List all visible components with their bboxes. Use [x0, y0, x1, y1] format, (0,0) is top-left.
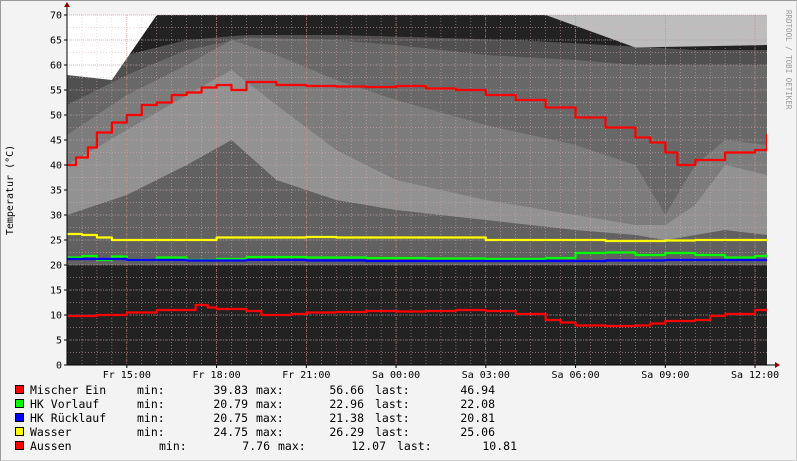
- legend-label: HK Vorlauf: [30, 397, 100, 411]
- y-tick-label: 40: [50, 161, 62, 172]
- legend-max-value: 22.96: [329, 397, 364, 411]
- y-tick-label: 15: [50, 286, 62, 297]
- shade-band-top-left: [67, 15, 157, 80]
- y-tick-label: 10: [50, 311, 62, 322]
- legend-swatch: [15, 385, 24, 394]
- series-line-hk-r-cklauf: [67, 257, 767, 263]
- y-tick-label: 45: [50, 136, 62, 147]
- y-tick-label: 25: [50, 236, 62, 247]
- y-axis-label: Temperatur (°C): [5, 145, 16, 235]
- legend-max-label: max:: [256, 425, 284, 439]
- legend-last-value: 25.06: [460, 425, 495, 439]
- y-tick-label: 50: [50, 111, 62, 122]
- legend-min-value: 39.83: [213, 383, 248, 397]
- x-tick-label: Sa 06:00: [551, 370, 599, 380]
- legend-min-label: min:: [137, 411, 165, 425]
- y-tick-label: 70: [50, 11, 62, 22]
- y-tick-label: 55: [50, 86, 62, 97]
- legend-min-value: 7.76: [242, 439, 270, 453]
- x-tick-label: Sa 03:00: [462, 370, 510, 380]
- legend-label: Aussen: [30, 439, 72, 453]
- temperature-chart: 0 5 10 15 20 25 30 35 40 45 50 55 60 65 70 Fr 15:00 Fr 1…: [5, 2, 793, 380]
- shade-band-4: [67, 140, 767, 265]
- series-line-hk-vorlauf: [67, 251, 767, 262]
- legend-max-value: 12.07: [351, 439, 386, 453]
- legend-min-label: min:: [159, 439, 187, 453]
- legend-min-value: 20.79: [213, 397, 248, 411]
- legend-max-value: 56.66: [329, 383, 364, 397]
- legend-max-label: max:: [256, 397, 284, 411]
- legend-label: HK Rücklauf: [30, 411, 107, 425]
- legend-label: Mischer Ein: [30, 383, 107, 397]
- legend-swatch: [15, 427, 24, 436]
- legend-last-value: 46.94: [460, 383, 495, 397]
- series-line-aussen: [67, 303, 767, 328]
- y-tick-label: 5: [56, 336, 62, 347]
- legend-swatch: [15, 399, 24, 408]
- legend-max-label: max:: [278, 439, 306, 453]
- legend-swatch: [15, 413, 24, 422]
- y-axis-arrow: [64, 2, 70, 7]
- y-tick-label: 60: [50, 61, 62, 72]
- legend-min-label: min:: [137, 425, 165, 439]
- legend-last-label: last:: [397, 439, 432, 453]
- x-axis-arrow: [775, 362, 780, 368]
- y-tick-label: 20: [50, 261, 62, 272]
- legend-last-label: last:: [375, 383, 410, 397]
- legend-last-value: 22.08: [460, 397, 495, 411]
- x-tick-label: Fr 21:00: [282, 370, 330, 380]
- legend-last-value: 20.81: [460, 411, 495, 425]
- y-tick-label: 35: [50, 186, 62, 197]
- legend-max-value: 26.29: [329, 425, 364, 439]
- legend-last-value: 10.81: [482, 439, 517, 453]
- legend-max-value: 21.38: [329, 411, 364, 425]
- legend-last-label: last:: [375, 425, 410, 439]
- x-tick-label: Sa 00:00: [372, 370, 420, 380]
- legend-min-label: min:: [137, 397, 165, 411]
- legend-max-label: max:: [256, 411, 284, 425]
- legend-swatch: [15, 441, 24, 450]
- legend-min-label: min:: [137, 383, 165, 397]
- y-tick-label: 65: [50, 36, 62, 47]
- legend-min-value: 20.75: [213, 411, 248, 425]
- legend-label: Wasser: [30, 425, 72, 439]
- plot-area: [67, 15, 767, 365]
- rrdtool-watermark: RRDTOOL / TOBI OETIKER: [784, 10, 793, 110]
- series-layer: [67, 80, 767, 328]
- y-tick-label: 30: [50, 211, 62, 222]
- x-tick-label: Fr 15:00: [103, 370, 151, 380]
- x-tick-label: Sa 12:00: [731, 370, 779, 380]
- legend-last-label: last:: [375, 397, 410, 411]
- shade-band-top-right: [545, 15, 767, 48]
- y-tick-label: 0: [56, 361, 62, 372]
- x-tick-label: Fr 18:00: [192, 370, 240, 380]
- legend-last-label: last:: [375, 411, 410, 425]
- series-line-mischer-ein: [67, 80, 767, 167]
- x-tick-label: Sa 09:00: [641, 370, 689, 380]
- axes-layer: 0 5 10 15 20 25 30 35 40 45 50 55 60 65 70 Fr 15:00 Fr 1…: [50, 2, 780, 380]
- legend-max-label: max:: [256, 383, 284, 397]
- legend-min-value: 24.75: [213, 425, 248, 439]
- series-line-wasser: [67, 232, 767, 243]
